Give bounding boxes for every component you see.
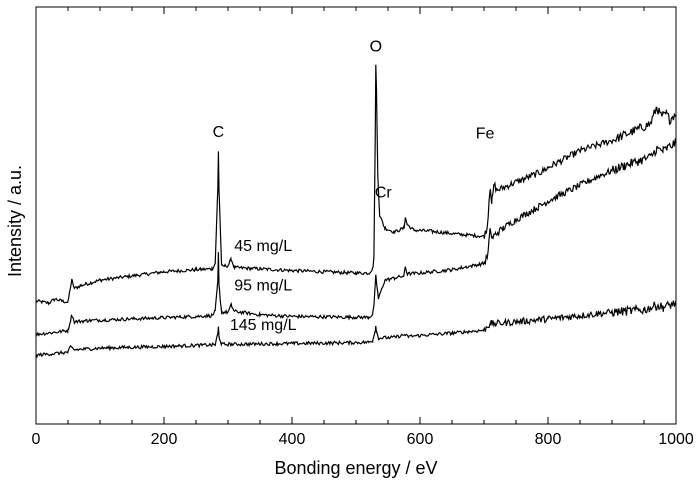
y-axis-title: Intensity / a.u. [5,165,25,277]
series-labels: 45 mg/L 95 mg/L 145 mg/L [230,238,297,334]
series-lines [35,64,677,359]
x-axis-ticks [35,7,677,424]
series-label: 45 mg/L [234,238,292,255]
series-line [35,138,677,337]
x-tick-label: 1000 [658,431,694,448]
x-axis-title: Bonding energy / eV [274,458,437,478]
x-tick-label: 400 [279,431,306,448]
peak-annotations: C O Cr Fe [213,38,495,201]
peak-label: C [213,124,225,141]
series-line [35,64,677,306]
x-tick-label: 0 [32,431,41,448]
series-line [35,300,677,359]
peak-label: Fe [476,126,495,143]
peak-label: O [370,38,382,55]
peak-label: Cr [375,185,393,202]
series-label: 95 mg/L [234,278,292,295]
x-tick-label: 800 [535,431,562,448]
x-axis-tick-labels: 0 200 400 600 800 1000 [32,431,694,448]
x-tick-label: 600 [407,431,434,448]
x-tick-label: 200 [151,431,178,448]
plot-frame [35,6,677,425]
series-label: 145 mg/L [230,317,297,334]
